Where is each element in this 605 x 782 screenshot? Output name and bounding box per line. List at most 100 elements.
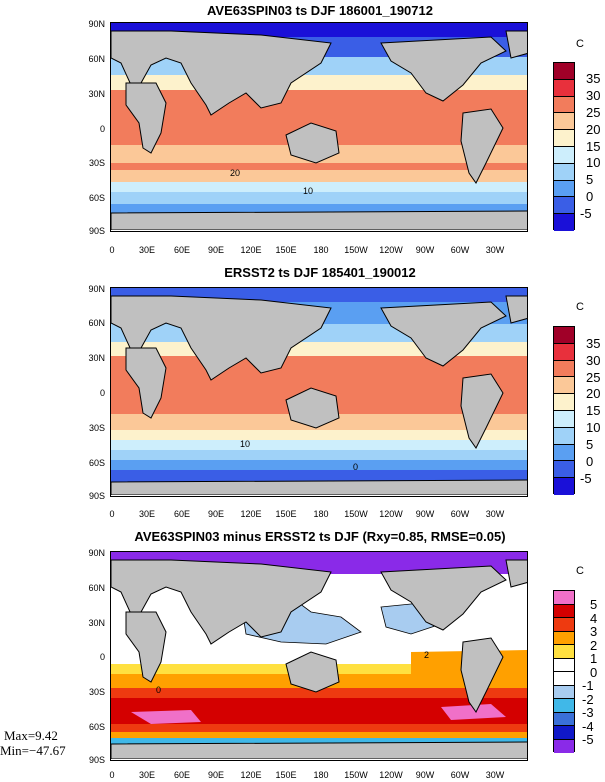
map-plot (111, 288, 527, 495)
colorbar-label: 20 (586, 386, 601, 401)
colorbar-label: 0 (586, 454, 594, 469)
colorbar-swatch (554, 63, 574, 80)
colorbar-swatch (554, 410, 574, 428)
colorbar-swatch (554, 604, 574, 618)
colorbar-swatch (554, 739, 574, 753)
colorbar-label: -4 (582, 719, 594, 734)
colorbar-swatch (554, 672, 574, 686)
colorbar-label: 30 (586, 88, 601, 103)
colorbar (553, 62, 575, 231)
colorbar-label: 4 (590, 611, 598, 626)
lon-label: 60W (450, 245, 470, 255)
lat-label: 60S (88, 458, 105, 468)
lat-label: 60S (88, 193, 105, 203)
colorbar-swatch (554, 113, 574, 131)
colorbar-swatch (554, 130, 574, 147)
colorbar-swatch (554, 180, 574, 198)
colorbar-label: -5 (580, 206, 592, 221)
panel-title: ERSST2 ts DJF 185401_190012 (224, 265, 416, 280)
lat-label: 0 (99, 124, 105, 134)
min-stat: Min=−47.67 (0, 743, 66, 758)
colorbar-label: 10 (586, 420, 601, 435)
lon-label: 0 (109, 245, 115, 255)
lon-label: 60W (450, 509, 470, 519)
lat-label: 90S (88, 226, 105, 236)
lon-label: 180 (313, 770, 329, 780)
colorbar-label: 0 (586, 189, 594, 204)
colorbar-label: 5 (590, 597, 598, 612)
lon-label: 150E (275, 509, 297, 519)
colorbar-swatch (554, 394, 574, 411)
lon-label: 90E (207, 245, 225, 255)
sst-map (110, 287, 528, 497)
colorbar-label: 20 (586, 122, 601, 137)
lon-label: 120E (240, 509, 262, 519)
lat-label: 90N (88, 284, 105, 294)
colorbar-swatch (554, 214, 574, 231)
lon-label: 90W (415, 770, 435, 780)
colorbar-label: -5 (580, 471, 592, 486)
colorbar (553, 326, 575, 495)
colorbar-label: 1 (590, 651, 598, 666)
lon-label: 90W (415, 245, 435, 255)
colorbar-label: 25 (586, 105, 601, 120)
colorbar-swatch (554, 712, 574, 726)
colorbar-label: -1 (582, 678, 594, 693)
colorbar-label: 15 (586, 139, 601, 154)
lon-label: 90W (415, 509, 435, 519)
colorbar-label: 5 (586, 172, 594, 187)
colorbar-swatch (554, 79, 574, 97)
colorbar-swatch (554, 645, 574, 659)
lon-label: 120W (379, 245, 403, 255)
colorbar-swatch (554, 444, 574, 462)
lon-label: 30W (485, 509, 505, 519)
map-plot (111, 552, 527, 759)
lat-label: 90S (88, 491, 105, 501)
lon-label: 30W (485, 245, 505, 255)
lat-label: 0 (99, 388, 105, 398)
lon-label: 30W (485, 770, 505, 780)
colorbar-swatch (554, 377, 574, 395)
lon-label: 30E (138, 509, 156, 519)
colorbar-swatch (554, 631, 574, 645)
sst-map (110, 22, 528, 232)
lon-label: 60W (450, 770, 470, 780)
lon-label: 30E (138, 245, 156, 255)
lon-label: 120W (379, 770, 403, 780)
lat-label: 90N (88, 19, 105, 29)
colorbar-unit: C (576, 38, 584, 50)
colorbar-swatch (554, 360, 574, 378)
contour-label: 10 (303, 186, 314, 196)
colorbar-label: 3 (590, 624, 598, 639)
colorbar-swatch (554, 618, 574, 632)
lat-label: 60N (88, 54, 105, 64)
colorbar-label: -2 (582, 692, 594, 707)
colorbar-label: 10 (586, 155, 601, 170)
lat-label: 90S (88, 755, 105, 765)
colorbar-unit: C (576, 301, 584, 313)
colorbar-swatch (554, 591, 574, 605)
lat-label: 30S (88, 158, 105, 168)
panel-title: AVE63SPIN03 ts DJF 186001_190712 (207, 3, 433, 18)
colorbar-swatch (554, 685, 574, 699)
lon-label: 120E (240, 245, 262, 255)
colorbar-label: -3 (582, 705, 594, 720)
lat-label: 30N (88, 618, 105, 628)
lat-label: 0 (99, 652, 105, 662)
lon-label: 60E (173, 509, 191, 519)
lat-label: 60S (88, 722, 105, 732)
lat-label: 30N (88, 89, 105, 99)
contour-label: 20 (230, 168, 241, 178)
colorbar-swatch (554, 343, 574, 361)
max-stat: Max=9.42 (4, 728, 58, 743)
panel-title: AVE63SPIN03 minus ERSST2 ts DJF (Rxy=0.8… (134, 529, 506, 544)
lat-label: 90N (88, 548, 105, 558)
lon-label: 60E (173, 245, 191, 255)
map-plot (111, 23, 527, 230)
contour-label: 2 (424, 650, 430, 660)
colorbar-swatch (554, 96, 574, 114)
lon-label: 90E (207, 770, 225, 780)
colorbar (553, 590, 575, 753)
lat-label: 30S (88, 687, 105, 697)
sst-map (110, 551, 528, 761)
